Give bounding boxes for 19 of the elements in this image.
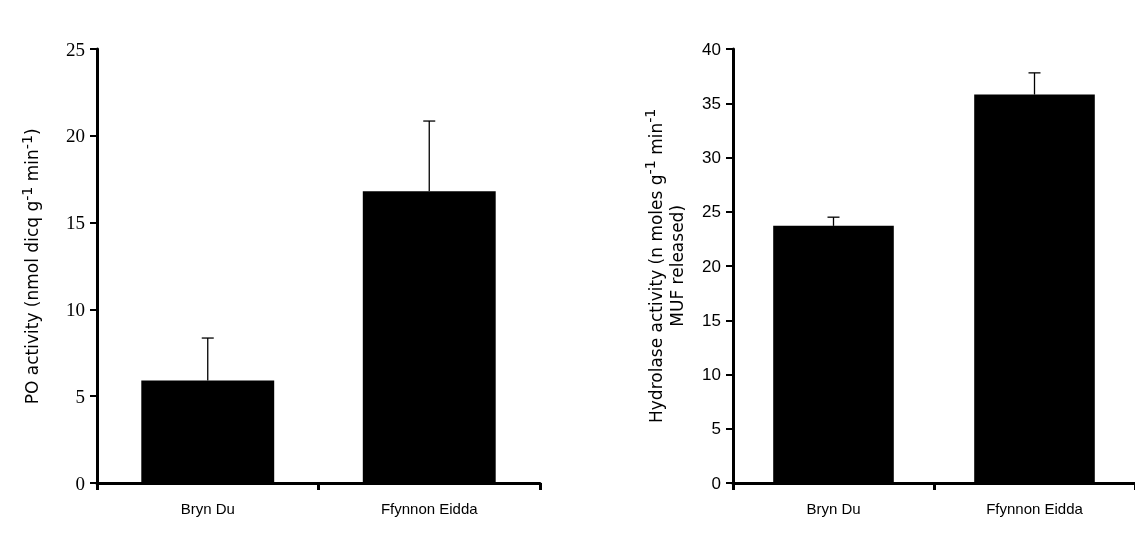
x-tick-label: Bryn Du [180, 500, 235, 517]
y-tick-label: 5 [711, 419, 721, 439]
y-tick-label: 20 [702, 256, 721, 276]
y-tick-label: 10 [66, 298, 85, 320]
y-tick-label: 40 [702, 39, 721, 59]
y-tick-label: 10 [702, 365, 721, 384]
y-tick-label: 0 [711, 473, 721, 493]
y-tick-label: 0 [75, 472, 85, 494]
x-tick-label: Ffynnon Eidda [986, 500, 1084, 517]
y-tick-label: 30 [702, 148, 721, 167]
y-tick-label: 35 [702, 93, 721, 113]
y-tick-label: 5 [75, 385, 85, 407]
y-tick-label: 15 [702, 310, 721, 330]
y-tick-label: 15 [66, 212, 85, 234]
y-tick-label: 20 [66, 125, 85, 147]
x-tick-label: Ffynnon Eidda [380, 500, 479, 517]
y-tick-label: 25 [66, 38, 85, 60]
y-tick-label: 25 [702, 202, 721, 222]
x-tick-label: Bryn Du [806, 500, 861, 517]
